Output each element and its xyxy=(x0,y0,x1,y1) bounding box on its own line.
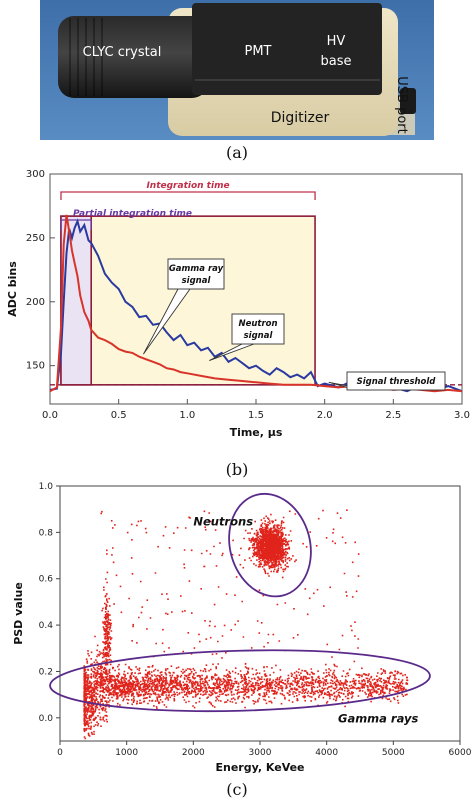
usb-port xyxy=(400,88,416,114)
caption-c: (c) xyxy=(226,780,248,799)
y-axis-label: PSD value xyxy=(12,582,25,645)
x-tick-label: 0.0 xyxy=(42,410,58,421)
neutron-callout-box xyxy=(231,313,285,345)
label-digitizer: Digitizer xyxy=(271,110,330,126)
y-tick-label: 1.0 xyxy=(39,482,54,492)
psd-chart: Neutrons Gamma rays 0 1000 2000 3000 4000 5000 6… xyxy=(0,478,474,778)
neutron-callout-pointer xyxy=(209,343,255,361)
x-tick-label: 0 xyxy=(57,748,63,758)
x-tick-label: 4000 xyxy=(315,748,338,758)
gamma-label: Gamma rays xyxy=(338,711,419,725)
x-tick-label: 0.5 xyxy=(111,410,127,421)
x-tick-label: 2.5 xyxy=(385,410,401,421)
partial-bracket xyxy=(60,219,92,230)
threshold-callout-text-0: Signal threshold xyxy=(357,377,437,387)
x-tick-label: 1.0 xyxy=(179,410,195,421)
x-axis-label: Energy, KeVee xyxy=(215,761,304,774)
partial-integration-label: Partial integration time xyxy=(73,209,192,219)
x-tick-label: 3.0 xyxy=(454,410,470,421)
gamma-callout-pointer xyxy=(142,288,191,355)
y-tick-label: 0.6 xyxy=(39,575,54,585)
y-tick-label: 0.4 xyxy=(39,621,54,631)
integration-bracket xyxy=(60,191,316,200)
scatter-points xyxy=(83,509,409,740)
label-hv: HV xyxy=(327,34,346,49)
y-tick-label: 250 xyxy=(26,233,45,244)
plot-area xyxy=(59,485,461,742)
threshold-callout-box xyxy=(346,371,446,391)
label-pmt: PMT xyxy=(245,44,272,59)
psd-chart-svg: Neutrons Gamma rays 0 1000 2000 3000 4000 5000 6… xyxy=(12,482,472,774)
pmt-box xyxy=(192,3,382,95)
x-tick-label: 5000 xyxy=(382,748,405,758)
signal-chart: Integration time Partial integration time… xyxy=(0,162,474,462)
y-tick-label: 0.2 xyxy=(39,667,53,677)
crystal-cylinder xyxy=(58,16,208,98)
gamma-callout-text-1: signal xyxy=(182,276,212,286)
y-tick-label: 150 xyxy=(26,361,45,372)
signal-chart-svg: Integration time Partial integration time… xyxy=(6,169,470,439)
x-tick-label: 3000 xyxy=(249,748,272,758)
x-tick-label: 2.0 xyxy=(317,410,333,421)
partial-integration-window xyxy=(60,215,93,386)
caption-a: (a) xyxy=(225,143,249,162)
detector-photo-svg: CLYC crystal PMT HV base Digitizer USB p… xyxy=(40,0,434,140)
neutrons-label: Neutrons xyxy=(193,514,253,528)
neutron-callout-text-0: Neutron xyxy=(238,319,277,329)
label-crystal: CLYC crystal xyxy=(83,45,162,60)
x-tick-label: 2000 xyxy=(182,748,205,758)
y-tick-label: 0.0 xyxy=(39,714,54,724)
x-tick-label: 1000 xyxy=(115,748,138,758)
x-axis-label: Time, μs xyxy=(230,426,283,439)
integration-window xyxy=(60,215,316,386)
gamma-callout-text-0: Gamma ray xyxy=(169,264,224,274)
integration-time-label: Integration time xyxy=(146,181,229,191)
label-usb: USB port xyxy=(394,76,409,133)
gamma-callout-box xyxy=(167,258,225,290)
label-base: base xyxy=(321,54,352,69)
caption-b: (b) xyxy=(225,460,249,479)
neutron-callout-text-1: signal xyxy=(244,331,274,341)
detector-photo: CLYC crystal PMT HV base Digitizer USB p… xyxy=(0,0,474,140)
x-tick-label: 1.5 xyxy=(248,410,264,421)
gamma-ellipse xyxy=(49,649,431,713)
neutron-ellipse xyxy=(228,492,312,598)
y-axis-label: ADC bins xyxy=(6,261,19,317)
y-tick-label: 200 xyxy=(26,297,45,308)
y-tick-label: 0.8 xyxy=(39,528,54,538)
y-tick-label: 300 xyxy=(26,169,45,180)
x-tick-label: 6000 xyxy=(449,748,472,758)
